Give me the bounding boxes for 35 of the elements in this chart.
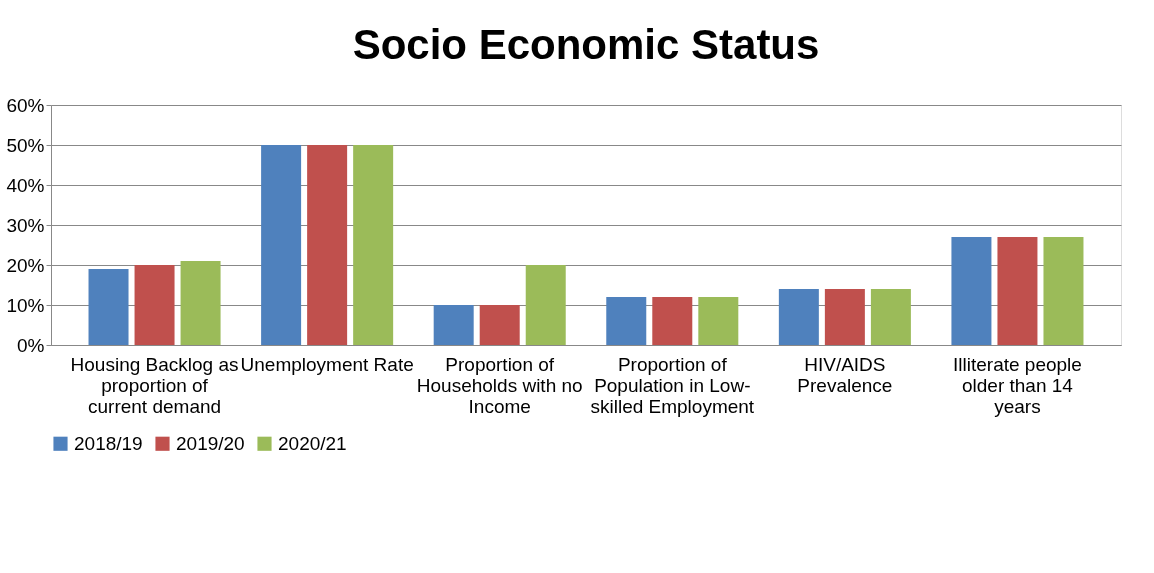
bar — [606, 297, 647, 345]
x-tick-label: HIV/AIDS Prevalence — [797, 353, 893, 396]
y-tick-label: 40% — [6, 174, 45, 196]
x-tick-label: Housing Backlog as proportion of current demand — [70, 353, 239, 417]
y-tick-label: 0% — [17, 334, 45, 356]
y-tick-label: 50% — [6, 134, 45, 156]
bar — [525, 265, 566, 345]
bar — [261, 145, 302, 345]
bar — [353, 145, 394, 345]
bar — [88, 269, 129, 345]
bar — [778, 289, 819, 345]
x-tick-label: Unemployment Rate — [240, 353, 414, 375]
bar — [433, 305, 474, 345]
legend-label: 2018/19 — [74, 432, 143, 454]
bar — [479, 305, 520, 345]
bar — [698, 297, 739, 345]
bar — [997, 237, 1038, 345]
x-tick-label: Proportion of Population in Low-skilled Employment — [590, 353, 755, 417]
bar — [652, 297, 693, 345]
bar — [824, 289, 865, 345]
x-tick-label: Proportion of Households with no Income — [416, 353, 583, 417]
chart-title: Socio Economic Status — [352, 21, 820, 68]
bar — [951, 237, 992, 345]
y-tick-label: 10% — [6, 294, 45, 316]
bar — [870, 289, 911, 345]
bar — [307, 145, 348, 345]
bar — [134, 265, 175, 345]
legend-label: 2020/21 — [278, 432, 347, 454]
y-tick-label: 20% — [6, 254, 45, 276]
legend-label: 2019/20 — [176, 432, 245, 454]
y-tick-label: 30% — [6, 214, 45, 236]
y-tick-label: 60% — [6, 94, 45, 116]
bar — [1043, 237, 1084, 345]
x-tick-label: Illiterate people older than 14 years — [953, 353, 1082, 417]
bar — [180, 261, 221, 345]
